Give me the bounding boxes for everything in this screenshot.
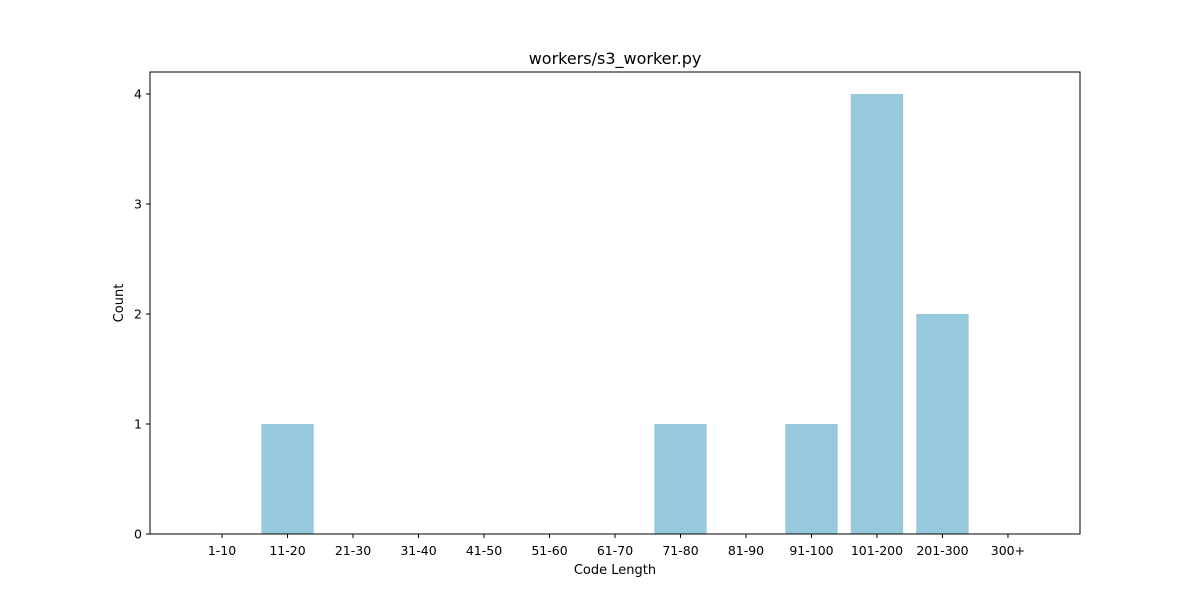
x-tick-label: 71-80: [662, 543, 698, 558]
y-tick-label: 1: [134, 417, 142, 432]
x-axis-label: Code Length: [574, 563, 656, 578]
bars-layer: [261, 94, 969, 534]
x-tick-label: 51-60: [531, 543, 567, 558]
y-axis: 0 1 2 3 4: [134, 87, 150, 542]
bar-11-20: [261, 424, 314, 534]
x-tick-label: 21-30: [335, 543, 371, 558]
bar-71-80: [654, 424, 707, 534]
x-tick-label: 81-90: [728, 543, 764, 558]
x-tick-label: 11-20: [269, 543, 305, 558]
y-tick-label: 2: [134, 307, 142, 322]
x-tick-label: 300+: [991, 543, 1025, 558]
x-tick-label: 1-10: [208, 543, 236, 558]
x-tick-label: 41-50: [466, 543, 502, 558]
y-tick-label: 3: [134, 197, 142, 212]
chart-title: workers/s3_worker.py: [529, 49, 702, 69]
x-tick-label: 31-40: [400, 543, 436, 558]
y-tick-label: 0: [134, 527, 142, 542]
x-tick-label: 101-200: [851, 543, 903, 558]
x-tick-label: 91-100: [789, 543, 833, 558]
y-axis-label: Count: [112, 284, 127, 323]
x-tick-label: 61-70: [597, 543, 633, 558]
y-tick-label: 4: [134, 87, 142, 102]
x-axis: 1-10 11-20 21-30 31-40 41-50 51-60 61-70 71-80 8…: [208, 534, 1025, 558]
bar-91-100: [785, 424, 838, 534]
x-tick-label: 201-300: [916, 543, 968, 558]
bar-101-200: [850, 94, 904, 534]
bar-201-300: [916, 314, 969, 534]
